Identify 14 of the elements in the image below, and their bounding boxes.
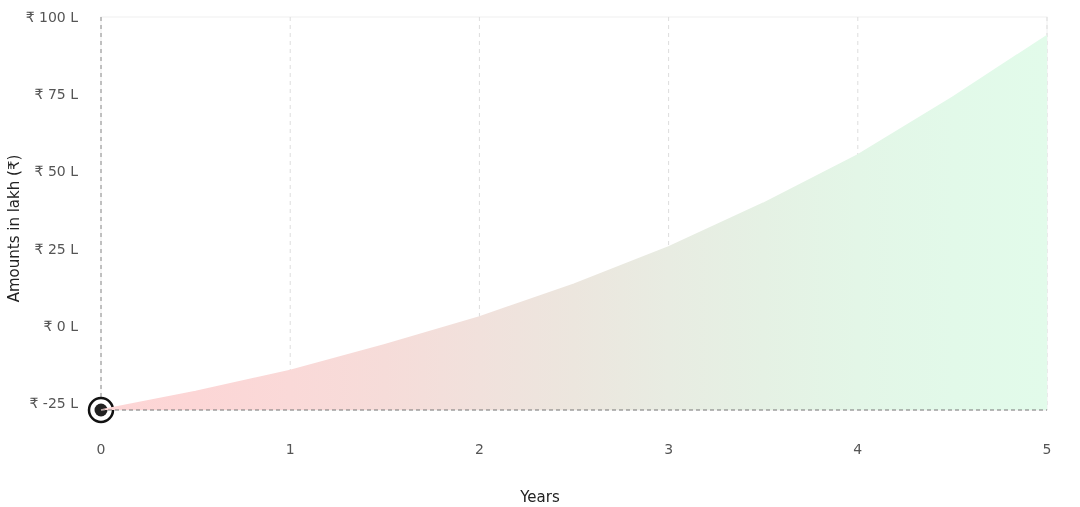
x-tick-label: 1 [285,441,295,457]
x-tick-label: 0 [96,441,106,457]
x-tick-label: 2 [474,441,484,457]
y-tick-label: ₹ -25 L [29,395,79,412]
x-tick-label: 5 [1042,441,1052,457]
y-tick-label: ₹ 75 L [34,86,79,103]
y-tick-label: ₹ 50 L [34,163,79,180]
x-tick-label: 3 [664,441,674,457]
y-tick-label: ₹ 100 L [25,9,79,25]
y-tick-label: ₹ 25 L [34,240,79,257]
y-axis-title: Amounts in lakh (₹) [5,154,23,303]
x-tick-label: 4 [853,441,863,457]
y-tick-label: ₹ 0 L [43,317,79,334]
x-axis-title: Years [519,488,560,506]
